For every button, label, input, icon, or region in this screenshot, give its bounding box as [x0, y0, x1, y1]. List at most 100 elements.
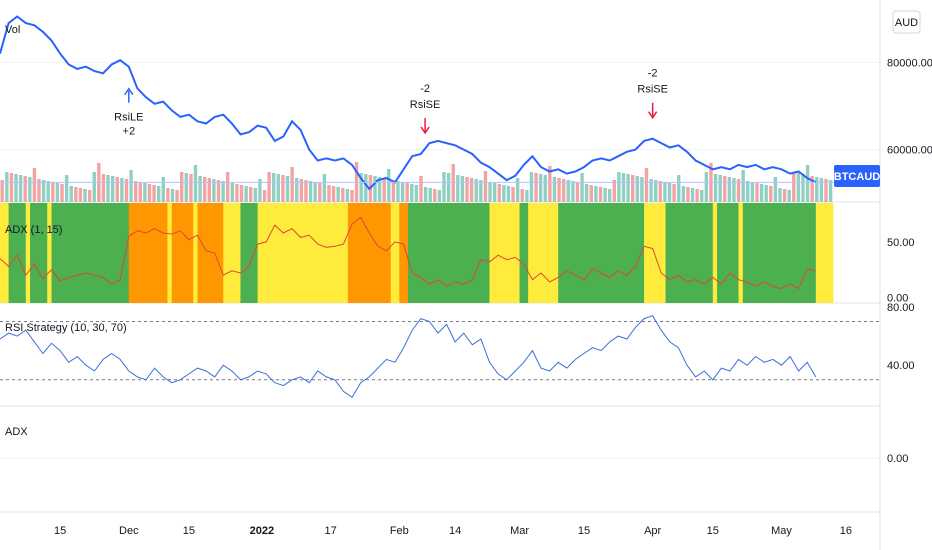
- volume-bar: [787, 190, 791, 202]
- volume-bar: [566, 180, 570, 202]
- volume-bar: [474, 179, 478, 202]
- volume-bar: [258, 179, 262, 202]
- volume-bar: [87, 190, 92, 202]
- volume-bar: [405, 183, 409, 202]
- volume-bar: [120, 178, 124, 202]
- volume-bar: [41, 180, 46, 202]
- volume-bar: [212, 179, 216, 202]
- volume-bar: [433, 189, 437, 202]
- volume-bar: [792, 172, 796, 202]
- volume-bar: [249, 187, 253, 202]
- volume-bar: [557, 178, 561, 202]
- currency-label: AUD: [895, 17, 918, 29]
- volume-bar: [525, 190, 529, 202]
- volume-bar: [801, 174, 805, 202]
- adx-zone: [558, 203, 645, 303]
- rsi-axis-label: 80.00: [887, 302, 915, 314]
- volume-bar: [561, 179, 566, 202]
- volume-bar: [9, 173, 14, 202]
- rsi-pane-title[interactable]: RSI Strategy (10, 30, 70): [5, 322, 127, 334]
- long-entry-label: RsiLE: [114, 112, 143, 124]
- volume-bar: [828, 180, 833, 202]
- price-pane-title[interactable]: Vol: [5, 24, 20, 36]
- price-axis-label: 80000.00: [887, 57, 932, 69]
- volume-bar: [189, 174, 193, 202]
- x-axis-label: 16: [840, 525, 852, 537]
- volume-bar: [515, 178, 520, 202]
- volume-bar: [37, 179, 41, 202]
- adx-pane-title[interactable]: ADX (1, 15): [5, 224, 62, 236]
- volume-bar: [244, 186, 248, 202]
- short-entry-label: RsiSE: [410, 99, 441, 111]
- volume-bar: [253, 188, 258, 202]
- volume-bar: [272, 173, 276, 202]
- volume-bar: [14, 174, 18, 202]
- currency-button[interactable]: AUD: [892, 10, 921, 34]
- adx-zone: [390, 203, 400, 303]
- volume-bar: [805, 165, 810, 202]
- volume-bar: [759, 184, 764, 202]
- x-axis-label: Mar: [510, 525, 529, 537]
- x-axis-label: May: [771, 525, 792, 537]
- volume-bar: [506, 186, 511, 202]
- volume-bar: [267, 172, 271, 202]
- volume-bar: [663, 182, 667, 202]
- adx-zone: [171, 203, 194, 303]
- volume-bar: [55, 183, 60, 202]
- volume-bar: [110, 176, 115, 202]
- volume-bar: [152, 185, 156, 202]
- volume-bar: [575, 182, 580, 202]
- x-axis-label: 14: [449, 525, 461, 537]
- volume-bar: [133, 181, 138, 202]
- volume-bar: [78, 188, 83, 202]
- volume-bar: [166, 188, 170, 202]
- adx-zone: [257, 203, 310, 303]
- volume-bar: [51, 182, 55, 202]
- volume-bars: [0, 162, 833, 202]
- trade-annotations: RsiLE +2 RsiSE -2 RsiSE -2: [114, 68, 668, 138]
- volume-bar: [184, 173, 188, 202]
- volume-bar: [584, 184, 589, 202]
- volume-bar: [769, 186, 773, 202]
- volume-bar: [635, 176, 640, 202]
- short-entry-qty: -2: [420, 83, 430, 95]
- x-axis-label: 15: [578, 525, 590, 537]
- adx-zone: [47, 203, 52, 303]
- adx-zone: [528, 203, 559, 303]
- volume-bar: [400, 182, 405, 202]
- adx-zone: [407, 203, 490, 303]
- volume-bar: [83, 189, 87, 202]
- volume-bar: [396, 181, 400, 202]
- volume-bar: [64, 175, 69, 202]
- volume-bar: [295, 178, 299, 202]
- adx2-pane-title[interactable]: ADX: [5, 426, 28, 438]
- adx-zone: [223, 203, 241, 303]
- volume-bar: [764, 185, 768, 202]
- volume-bar: [419, 176, 423, 202]
- volume-bar: [612, 180, 616, 202]
- adx-zone: [197, 203, 224, 303]
- volume-bar: [654, 180, 658, 202]
- volume-bar: [492, 183, 497, 202]
- adx-zone: [712, 203, 718, 303]
- volume-bar: [700, 190, 704, 202]
- short-entry-label: RsiSE: [637, 84, 668, 96]
- price-line: [0, 15, 817, 191]
- volume-bar: [101, 174, 106, 202]
- volume-bar: [460, 176, 465, 202]
- adx-zone: [519, 203, 529, 303]
- volume-bar: [437, 190, 442, 202]
- volume-bar: [594, 186, 598, 202]
- volume-bar: [198, 176, 202, 202]
- volume-bar: [511, 187, 515, 202]
- volume-bar: [69, 186, 73, 202]
- volume-bar: [262, 190, 267, 202]
- volume-bar: [690, 188, 695, 202]
- adx-zone: [489, 203, 520, 303]
- rsi-line: [0, 315, 817, 399]
- volume-bar: [341, 188, 345, 202]
- volume-bar: [230, 183, 235, 202]
- volume-bar: [718, 175, 722, 202]
- volume-bar: [23, 176, 27, 202]
